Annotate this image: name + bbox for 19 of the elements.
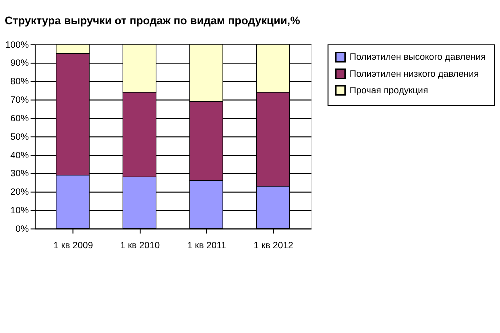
y-tick-label: 50% (10, 132, 30, 142)
y-tick-label: 70% (10, 95, 30, 106)
legend-label: Прочая продукция (350, 85, 428, 96)
y-tick-label: 80% (10, 76, 30, 87)
x-tick-label: 1 кв 2012 (254, 240, 294, 251)
y-tick-label: 90% (10, 58, 30, 68)
x-tick-label: 1 кв 2009 (54, 240, 94, 251)
chart-title: Структура выручки от продаж по видам продукции,% (4, 15, 300, 28)
y-tick-label: 40% (10, 150, 30, 160)
x-tick-label: 1 кв 2011 (188, 240, 226, 251)
y-tick-label: 100% (6, 40, 30, 50)
legend-label: Полиэтилен низкого давления (350, 68, 480, 79)
y-tick-label: 60% (10, 113, 30, 124)
y-tick-label: 0% (16, 224, 30, 234)
y-tick-label: 10% (10, 206, 30, 216)
y-tick-label: 30% (10, 168, 30, 179)
legend-label: Полиэтилен высокого давления (350, 52, 486, 62)
x-tick-label: 1 кв 2010 (120, 240, 160, 251)
y-tick-label: 20% (10, 187, 30, 198)
